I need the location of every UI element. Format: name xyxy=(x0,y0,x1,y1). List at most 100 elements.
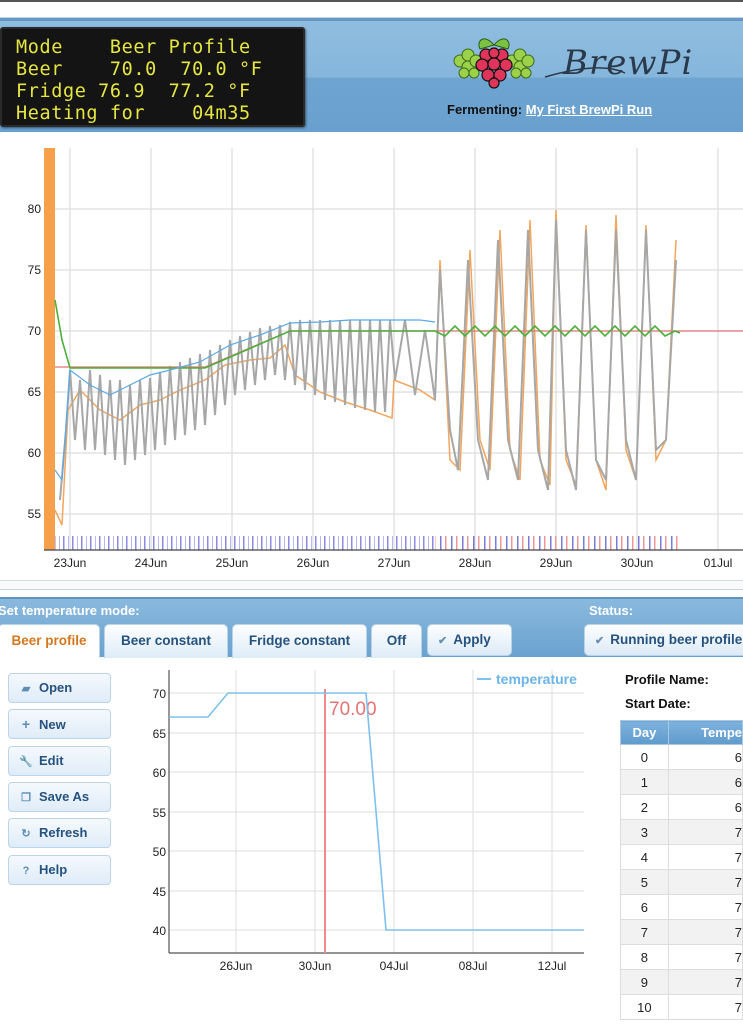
save-as-profile-button[interactable]: ❐ Save As xyxy=(8,782,111,812)
brew-name-link[interactable]: My First BrewPi Run xyxy=(525,102,653,117)
fridge-spike xyxy=(44,148,55,550)
svg-text:55: 55 xyxy=(28,507,42,521)
tab-beer-profile[interactable]: Beer profile xyxy=(0,624,100,658)
day-cell[interactable]: 8 xyxy=(620,944,669,970)
lcd-display: Mode Beer Profile Beer 70.0 70.0 °F Frid… xyxy=(0,27,305,127)
table-row[interactable]: 10 7 xyxy=(620,994,743,1020)
new-profile-button[interactable]: + New xyxy=(8,709,111,739)
refresh-icon: ↻ xyxy=(21,828,31,840)
temp-cell[interactable]: 7 xyxy=(667,869,743,895)
help-button[interactable]: ? Help xyxy=(8,855,111,885)
plus-icon: + xyxy=(21,716,31,732)
svg-text:26Jun: 26Jun xyxy=(220,959,253,973)
check-icon: ✔ xyxy=(438,635,448,647)
temp-cell[interactable]: 7 xyxy=(667,994,743,1020)
series-fridge-setting xyxy=(59,219,677,501)
copy-icon: ❐ xyxy=(21,792,31,804)
svg-text:04Jul: 04Jul xyxy=(380,959,409,973)
day-cell[interactable]: 1 xyxy=(620,769,669,795)
tab-off[interactable]: Off xyxy=(371,624,422,658)
svg-text:75: 75 xyxy=(28,263,42,277)
day-cell[interactable]: 3 xyxy=(620,819,669,845)
temperature-mode-bar: Set temperature mode: Beer profile Beer … xyxy=(0,597,743,658)
current-value-annotation: 70.00 xyxy=(329,699,377,720)
profile-chart[interactable]: 70 65 60 55 50 45 40 26Jun 30Jun 04Jul 0… xyxy=(140,665,600,985)
refresh-profile-button[interactable]: ↻ Refresh xyxy=(8,818,111,848)
main-temperature-chart[interactable]: 80 75 70 65 60 55 23Jun 24Jun 25Jun 26Ju… xyxy=(0,140,743,580)
edit-profile-button[interactable]: 🔧 Edit xyxy=(8,746,111,776)
temp-cell[interactable]: 7 xyxy=(667,919,743,945)
series-beer-temperature xyxy=(54,319,436,482)
check-icon: ✔ xyxy=(595,635,605,647)
column-header-day[interactable]: Day xyxy=(620,720,669,745)
day-cell[interactable]: 5 xyxy=(620,869,669,895)
apply-button[interactable]: ✔ Apply xyxy=(427,624,512,656)
day-cell[interactable]: 7 xyxy=(620,919,669,945)
day-cell[interactable]: 4 xyxy=(620,844,669,870)
temp-cell[interactable]: 7 xyxy=(667,894,743,920)
day-cell[interactable]: 10 xyxy=(620,994,669,1020)
day-cell[interactable]: 6 xyxy=(620,894,669,920)
day-cell[interactable]: 9 xyxy=(620,969,669,995)
profile-info: Profile Name: Start Date: xyxy=(625,672,709,720)
brand-wordmark: BrewPi xyxy=(563,43,694,83)
raspberry-logo-icon xyxy=(453,38,626,89)
series-beer-setting xyxy=(55,330,743,368)
series-profile-temperature xyxy=(169,692,584,931)
status-badge: ✔ Running beer profile xyxy=(584,624,743,656)
svg-text:01Jul: 01Jul xyxy=(704,556,733,570)
browser-top-strip xyxy=(0,0,743,18)
svg-text:28Jun: 28Jun xyxy=(459,556,492,570)
temp-cell[interactable]: 6 xyxy=(667,769,743,795)
column-header-temperature[interactable]: Tempe xyxy=(667,720,743,745)
help-icon: ? xyxy=(22,865,30,877)
mode-bar-title: Set temperature mode: xyxy=(0,603,140,618)
svg-text:29Jun: 29Jun xyxy=(540,556,573,570)
x-axis-labels: 23Jun 24Jun 25Jun 26Jun 27Jun 28Jun 29Ju… xyxy=(54,556,733,570)
new-label: New xyxy=(39,717,66,732)
lcd-line-state: Heating for 04m35 xyxy=(16,103,251,124)
temp-cell[interactable]: 6 xyxy=(667,794,743,820)
chart-grid xyxy=(44,148,743,550)
svg-text:60: 60 xyxy=(28,446,42,460)
svg-text:30Jun: 30Jun xyxy=(299,959,332,973)
open-profile-button[interactable]: ▰ Open xyxy=(8,673,111,703)
day-cell[interactable]: 2 xyxy=(620,794,669,820)
svg-text:45: 45 xyxy=(153,885,167,899)
profile-name-label: Profile Name: xyxy=(625,672,709,687)
legend-label: temperature xyxy=(496,671,577,687)
tab-fridge-constant[interactable]: Fridge constant xyxy=(232,624,367,658)
svg-text:65: 65 xyxy=(153,727,167,741)
lcd-line-mode: Mode Beer Profile xyxy=(16,37,251,58)
temp-cell[interactable]: 7 xyxy=(667,969,743,995)
event-state-bar xyxy=(55,536,680,550)
svg-text:08Jul: 08Jul xyxy=(459,959,488,973)
svg-text:40: 40 xyxy=(153,924,167,938)
svg-text:50: 50 xyxy=(153,845,167,859)
svg-text:55: 55 xyxy=(153,806,167,820)
y-axis-labels: 80 75 70 65 60 55 xyxy=(28,202,42,521)
status-text: Running beer profile xyxy=(610,632,743,647)
svg-text:23Jun: 23Jun xyxy=(54,556,87,570)
svg-text:70: 70 xyxy=(153,687,167,701)
tab-beer-constant[interactable]: Beer constant xyxy=(104,624,228,658)
temp-cell[interactable]: 7 xyxy=(667,819,743,845)
save-as-label: Save As xyxy=(39,789,90,804)
temp-cell[interactable]: 7 xyxy=(667,844,743,870)
svg-text:24Jun: 24Jun xyxy=(135,556,168,570)
temp-cell[interactable]: 6 xyxy=(667,744,743,770)
section-separator xyxy=(0,580,743,590)
temp-cell[interactable]: 7 xyxy=(667,944,743,970)
day-cell[interactable]: 0 xyxy=(620,744,669,770)
svg-text:25Jun: 25Jun xyxy=(216,556,249,570)
